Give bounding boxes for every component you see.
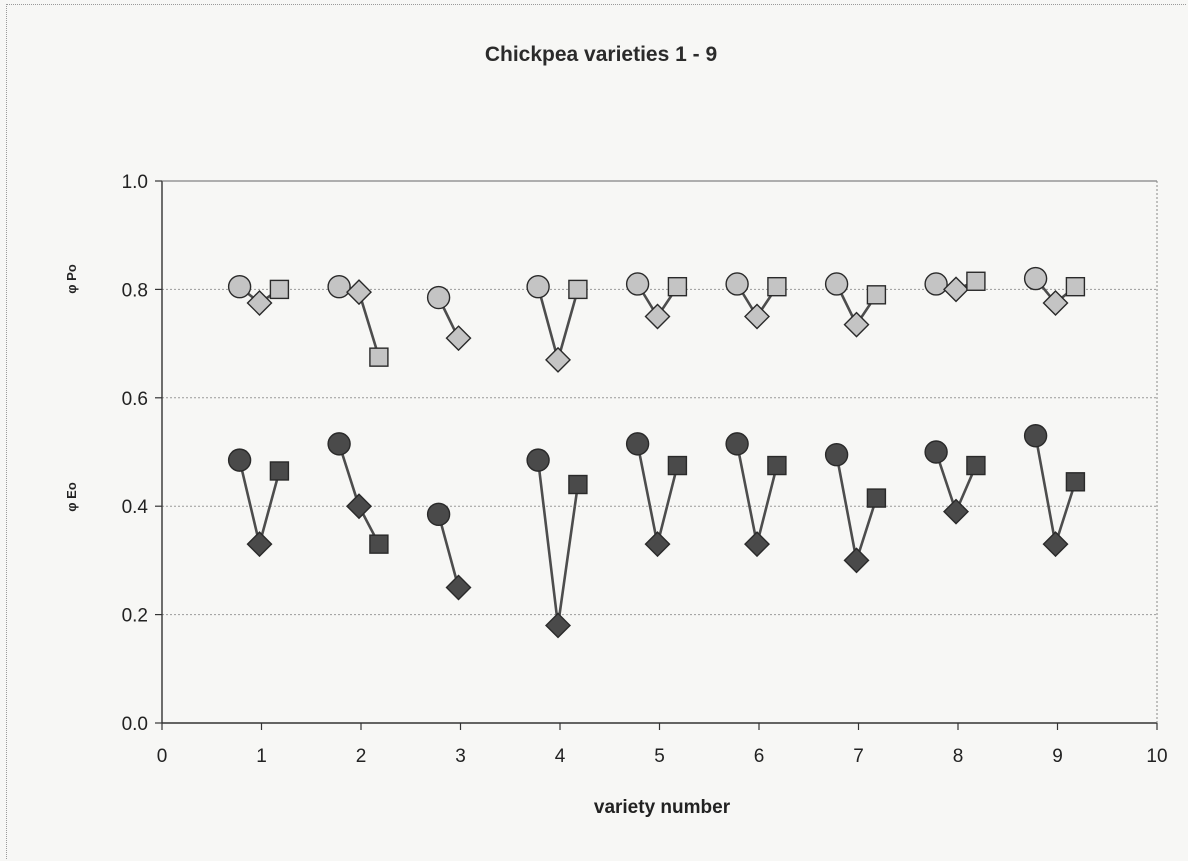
po-square-point-5 [667,276,688,297]
x-tick-label-5: 5 [654,746,665,767]
eo-circle-point-1 [227,448,252,472]
po-square-point-8 [966,271,986,291]
po-circle-point-1 [227,274,252,299]
po-diamond-point-8 [943,276,969,303]
eo-circle-point-7 [824,443,849,467]
eo-diamond-point-6 [744,531,770,558]
po-diamond-point-9 [1042,289,1069,316]
marker-layer [227,266,1086,639]
eo-square-point-9 [1065,472,1086,492]
eo-diamond-point-8 [943,498,969,525]
x-tick-label-1: 1 [256,746,267,767]
eo-diamond-point-1 [246,531,273,558]
eo-square-point-8 [966,455,986,476]
po-diamond-point-3 [445,325,472,352]
x-tick-label-6: 6 [754,746,765,767]
eo-square-point-5 [667,455,688,476]
grid-layer [155,180,1158,730]
eo-square-point-2 [369,534,389,554]
chart-title: Chickpea varieties 1 - 9 [485,43,717,66]
po-square-point-1 [269,279,290,300]
chart-figure: Chickpea varieties 1 - 9 0.0 0.2 0.4 0.6 0.8… [6,4,1186,859]
x-tick-label-8: 8 [953,746,964,767]
x-tick-label-9: 9 [1052,746,1063,767]
eo-circle-point-4 [526,448,550,472]
x-tick-label-7: 7 [853,746,864,767]
po-square-point-4 [568,279,588,300]
connector-eo-variety-3 [437,513,460,588]
eo-circle-point-8 [924,440,948,464]
po-circle-point-8 [924,272,948,296]
po-diamond-point-7 [843,311,870,338]
po-square-point-7 [866,285,887,305]
po-circle-point-5 [625,272,650,296]
eo-circle-point-9 [1023,424,1048,448]
po-square-point-9 [1065,276,1086,297]
x-tick-label-10: 10 [1146,746,1167,767]
y-tick-label-4: 0.8 [122,280,148,301]
y-tick-label-2: 0.4 [122,497,149,518]
y-axis-label-lower: φ Eo [64,482,79,512]
x-tick-label-4: 4 [555,746,566,767]
po-circle-point-7 [824,272,849,296]
po-circle-point-9 [1023,266,1048,291]
po-diamond-point-6 [744,303,770,330]
po-diamond-point-4 [545,346,571,373]
eo-square-point-4 [568,474,588,495]
chart-svg: Chickpea varieties 1 - 9 0.0 0.2 0.4 0.6 0.8… [64,43,1168,818]
y-tick-label-5: 1.0 [122,172,148,193]
po-circle-point-6 [725,272,749,296]
eo-square-point-7 [866,488,887,508]
po-diamond-point-5 [644,303,671,330]
po-diamond-point-2 [346,279,372,306]
po-circle-point-2 [327,274,351,299]
x-tick-label-2: 2 [356,746,367,767]
eo-circle-point-2 [327,432,351,456]
eo-diamond-point-9 [1042,531,1069,558]
x-tick-label-0: 0 [157,746,168,767]
po-square-point-2 [369,347,389,367]
eo-circle-point-5 [625,432,650,456]
eo-square-point-6 [767,455,787,476]
eo-diamond-point-4 [545,612,571,639]
eo-diamond-point-5 [644,531,671,558]
tick-layer: 0.0 0.2 0.4 0.6 0.8 1.0 0 1 2 3 4 5 6 7 8 9 10 [122,172,1168,767]
eo-diamond-point-3 [445,574,472,601]
y-tick-label-1: 0.2 [122,606,148,627]
eo-circle-point-3 [426,502,451,527]
eo-circle-point-6 [725,432,749,456]
x-tick-label-3: 3 [455,746,466,767]
x-axis-label: variety number [594,797,731,818]
po-circle-point-3 [426,285,451,310]
po-diamond-point-1 [246,289,273,316]
eo-diamond-point-2 [346,493,372,520]
po-circle-point-4 [526,274,550,299]
eo-square-point-1 [269,461,290,481]
y-axis-label-upper: φ Po [64,264,79,294]
y-tick-label-0: 0.0 [122,714,148,735]
connector-layer [238,277,1077,626]
po-square-point-6 [767,276,787,297]
eo-diamond-point-7 [843,547,870,574]
y-tick-label-3: 0.6 [122,389,148,410]
